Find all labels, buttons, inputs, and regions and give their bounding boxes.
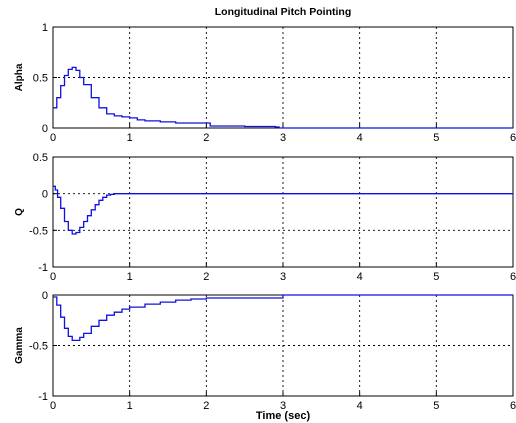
alpha-panel: 0 1 2 3 4 5 6 0 0.5 1 Alpha [14, 22, 516, 144]
gamma-ytick-label: 0 [42, 290, 48, 302]
gamma-panel: 0 1 2 3 4 5 6 -1 -0.5 0 Gamma [14, 290, 516, 412]
q-ytick-label: 0.5 [33, 152, 48, 164]
alpha-ytick-label: 0 [42, 123, 48, 135]
alpha-xtick-label: 1 [127, 132, 133, 144]
gamma-xtick-label: 5 [433, 400, 439, 412]
figure-title: Longitudinal Pitch Pointing [215, 6, 351, 18]
alpha-series-line [53, 66, 513, 129]
alpha-xtick-label: 5 [433, 132, 439, 144]
q-xtick-label: 5 [433, 271, 439, 283]
q-xtick-label: 0 [50, 271, 56, 283]
gamma-xtick-label: 0 [50, 400, 56, 412]
q-xtick-label: 1 [127, 271, 133, 283]
alpha-xtick-label: 0 [50, 132, 56, 144]
q-series-line [53, 185, 513, 235]
gamma-ytick-label: -1 [38, 391, 48, 403]
alpha-xtick-label: 2 [203, 132, 209, 144]
alpha-ylabel: Alpha [14, 63, 25, 91]
q-xtick-label: 4 [357, 271, 363, 283]
q-xtick-label: 3 [280, 271, 286, 283]
gamma-ylabel: Gamma [14, 327, 25, 364]
q-xtick-label: 2 [203, 271, 209, 283]
alpha-ytick-label: 1 [42, 22, 48, 34]
gamma-xtick-label: 1 [127, 400, 133, 412]
q-xtick-label: 6 [510, 271, 516, 283]
gamma-xtick-label: 4 [357, 400, 363, 412]
q-panel: 0 1 2 3 4 5 6 -1 -0.5 0 0.5 Q [14, 152, 516, 283]
alpha-xtick-label: 6 [510, 132, 516, 144]
alpha-ytick-label: 0.5 [33, 73, 48, 85]
q-ytick-label: 0 [42, 189, 48, 201]
gamma-ytick-label: -0.5 [29, 341, 48, 353]
q-ytick-label: -0.5 [29, 225, 48, 237]
q-ytick-label: -1 [38, 262, 48, 274]
gamma-xtick-label: 2 [203, 400, 209, 412]
alpha-xtick-label: 3 [280, 132, 286, 144]
q-ylabel: Q [14, 208, 25, 216]
x-axis-label: Time (sec) [256, 410, 311, 422]
alpha-xtick-label: 4 [357, 132, 363, 144]
gamma-series-line [53, 294, 513, 342]
gamma-xtick-label: 6 [510, 400, 516, 412]
gamma-xtick-label: 3 [280, 400, 286, 412]
